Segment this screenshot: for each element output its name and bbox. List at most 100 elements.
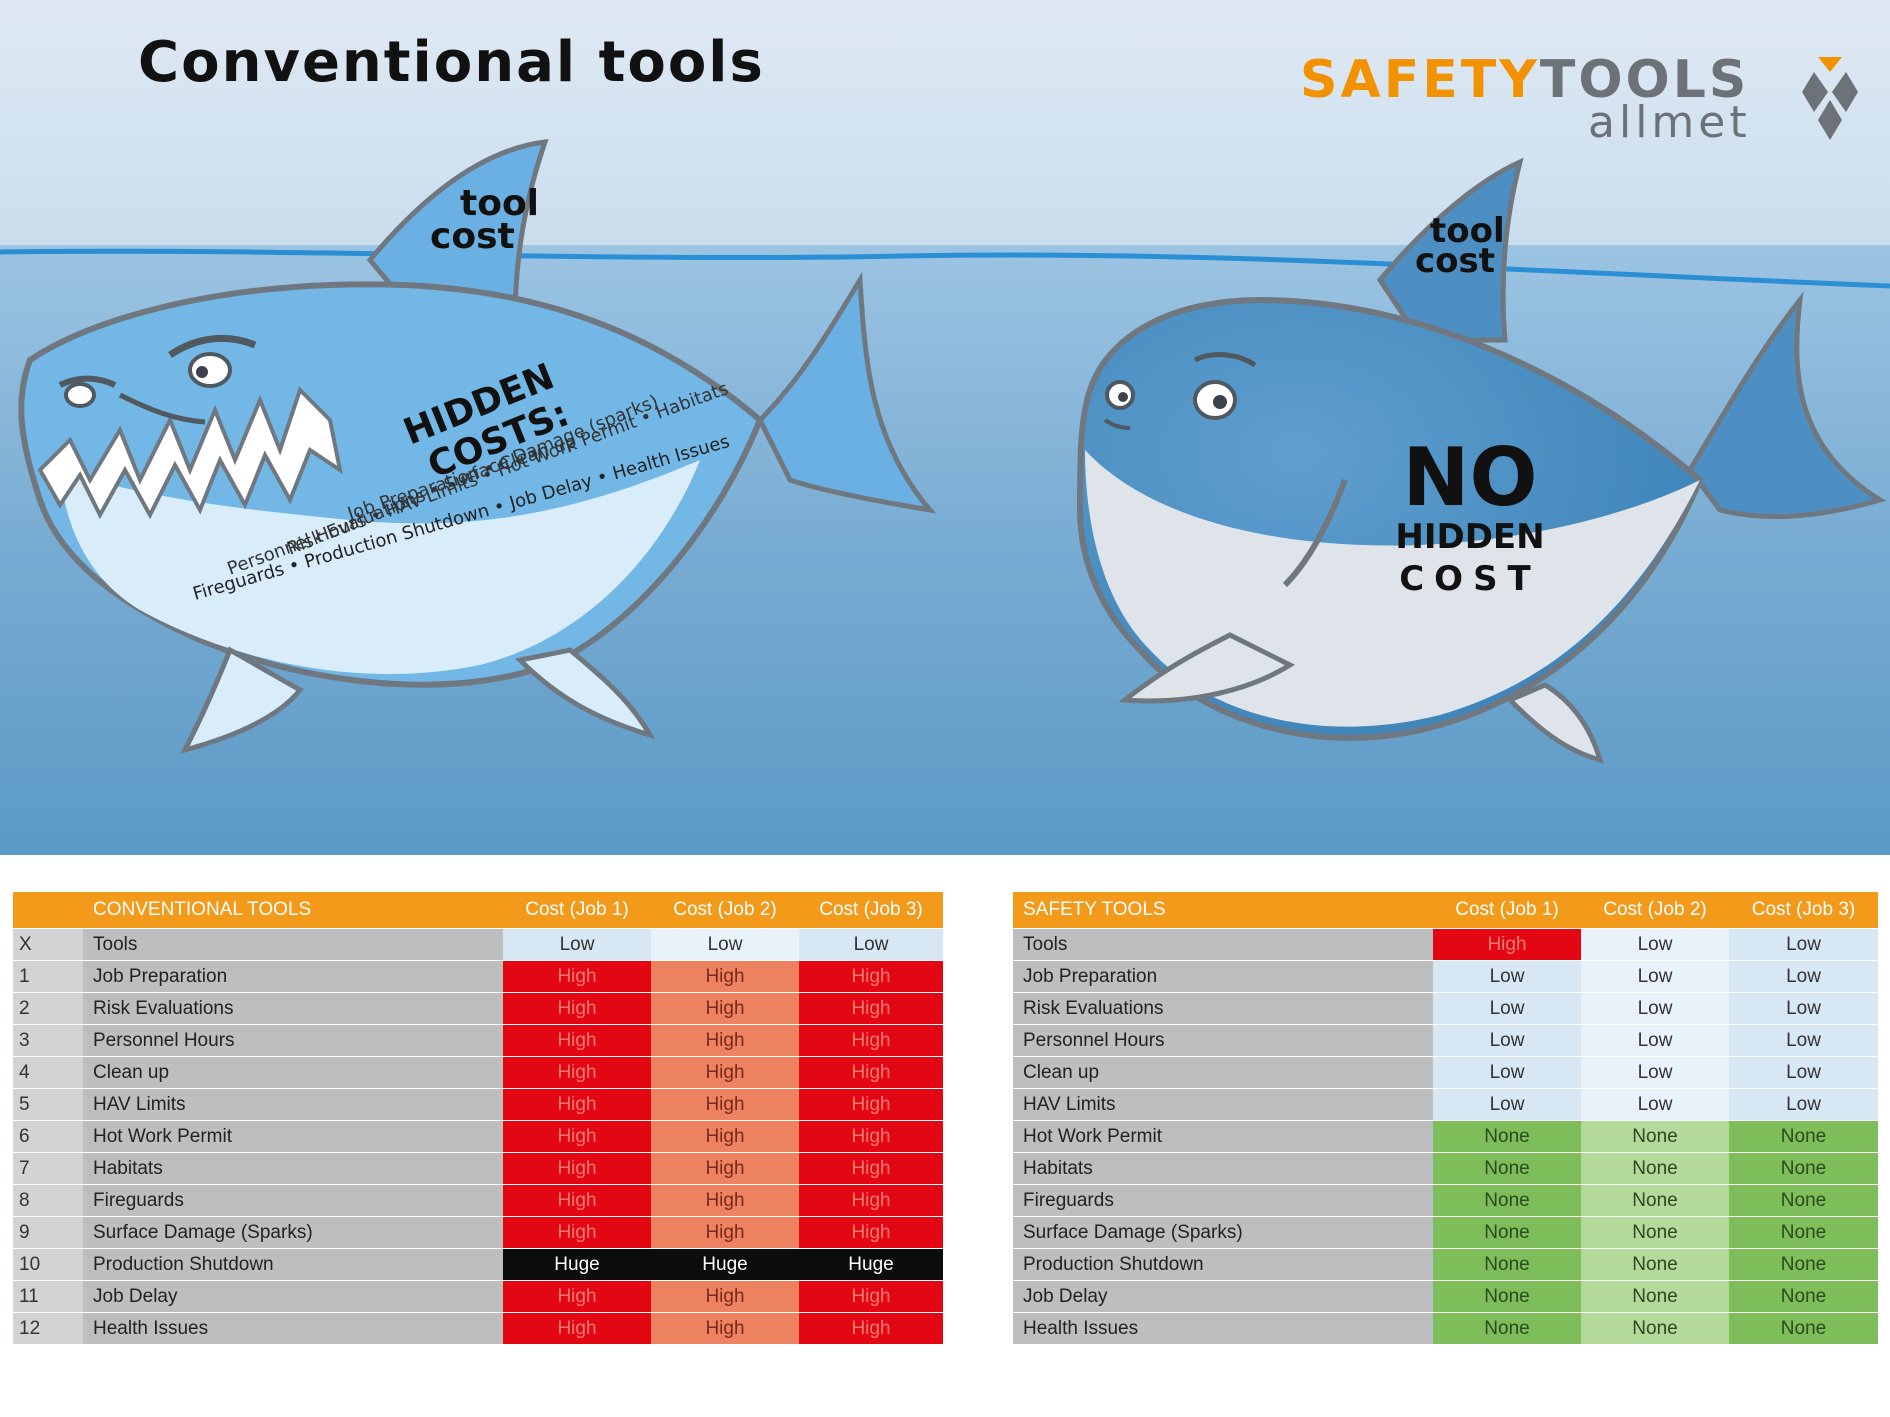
ocean-illustration: tool cost HIDDEN COSTS: Job Preparation … (0, 0, 1890, 855)
table-row: 4 Clean up High High High (13, 1056, 943, 1089)
table-row: 8 Fireguards High High High (13, 1184, 943, 1217)
cost-cell: High (799, 1024, 943, 1057)
table-row: Job Preparation Low Low Low (1013, 960, 1878, 993)
column-header: Cost (Job 3) (799, 892, 943, 929)
cost-cell: Low (1433, 1024, 1581, 1057)
column-header: Cost (Job 3) (1729, 892, 1878, 929)
cost-cell: Huge (799, 1248, 943, 1281)
whale-fin-text-1: tool (1430, 211, 1505, 251)
row-label: Fireguards (83, 1184, 503, 1217)
row-label: Health Issues (83, 1312, 503, 1345)
row-label: Clean up (1013, 1056, 1433, 1089)
cost-cell: High (799, 1312, 943, 1345)
row-label: HAV Limits (1013, 1088, 1433, 1121)
cost-cell: High (651, 960, 799, 993)
table-row: 9 Surface Damage (Sparks) High High High (13, 1216, 943, 1249)
row-number: X (13, 928, 83, 961)
row-label: Risk Evaluations (1013, 992, 1433, 1025)
row-number: 2 (13, 992, 83, 1025)
row-number: 7 (13, 1152, 83, 1185)
cost-cell: Low (1433, 960, 1581, 993)
row-number: 4 (13, 1056, 83, 1089)
row-number: 11 (13, 1280, 83, 1313)
cost-cell: Low (1729, 1024, 1878, 1057)
cost-cell: Low (1729, 1056, 1878, 1089)
cost-cell: None (1433, 1120, 1581, 1153)
table-row: 12 Health Issues High High High (13, 1312, 943, 1345)
cost-cell: High (503, 1120, 651, 1153)
column-header: Cost (Job 2) (651, 892, 799, 929)
table-row: 10 Production Shutdown Huge Huge Huge (13, 1248, 943, 1281)
row-label: Job Preparation (83, 960, 503, 993)
cost-cell: None (1729, 1312, 1878, 1345)
cost-cell: High (799, 1184, 943, 1217)
cost-cell: None (1729, 1248, 1878, 1281)
cost-cell: High (651, 992, 799, 1025)
cost-cell: High (503, 1216, 651, 1249)
cost-cell: Low (1729, 960, 1878, 993)
table-row: 7 Habitats High High High (13, 1152, 943, 1185)
row-label: Hot Work Permit (1013, 1120, 1433, 1153)
cost-cell: None (1581, 1152, 1729, 1185)
cost-cell: None (1433, 1216, 1581, 1249)
table-row: 5 HAV Limits High High High (13, 1088, 943, 1121)
whale (1076, 157, 1887, 764)
cost-cell: High (1433, 928, 1581, 961)
row-number: 3 (13, 1024, 83, 1057)
cost-cell: High (651, 1024, 799, 1057)
cost-cell: Huge (651, 1248, 799, 1281)
safetytools-logo: SAFETYTOOLS allmet (1300, 50, 1860, 150)
column-header: Cost (Job 1) (503, 892, 651, 929)
cost-cell: Low (1433, 1056, 1581, 1089)
cost-cell: None (1581, 1216, 1729, 1249)
cost-cell: High (503, 1312, 651, 1345)
row-label: Fireguards (1013, 1184, 1433, 1217)
row-label: Health Issues (1013, 1312, 1433, 1345)
cost-cell: High (503, 960, 651, 993)
row-number: 5 (13, 1088, 83, 1121)
cost-cell: None (1581, 1248, 1729, 1281)
logo-brand-b: TOOLS (1539, 50, 1750, 110)
cost-cell: None (1433, 1184, 1581, 1217)
table-row: Health Issues None None None (1013, 1312, 1878, 1345)
cost-cell: High (651, 1088, 799, 1121)
whale-fin-text-2: cost (1415, 241, 1495, 281)
cost-cell: None (1581, 1280, 1729, 1313)
cost-cell: None (1581, 1184, 1729, 1217)
table-row: Production Shutdown None None None (1013, 1248, 1878, 1281)
row-label: Production Shutdown (1013, 1248, 1433, 1281)
cost-cell: None (1433, 1312, 1581, 1345)
table-header-row: CONVENTIONAL TOOLS Cost (Job 1) Cost (Jo… (13, 892, 943, 929)
shark-fin-text-1: tool (460, 183, 539, 224)
table-row: Habitats None None None (1013, 1152, 1878, 1185)
cost-cell: None (1729, 1152, 1878, 1185)
sky (0, 0, 1890, 260)
waterline (0, 248, 1890, 289)
row-label: Hot Work Permit (83, 1120, 503, 1153)
shark (18, 139, 937, 754)
row-number: 12 (13, 1312, 83, 1345)
table-row: X Tools Low Low Low (13, 928, 943, 961)
cost-cell: Huge (503, 1248, 651, 1281)
cost-cell: High (799, 1088, 943, 1121)
table-row: 3 Personnel Hours High High High (13, 1024, 943, 1057)
cost-cell: None (1729, 1280, 1878, 1313)
cost-cell: Low (1581, 1056, 1729, 1089)
whale-label-no: NO (1403, 431, 1538, 524)
whale-label-cost: COST (1399, 559, 1541, 599)
cost-cell: High (503, 992, 651, 1025)
table-row: Risk Evaluations Low Low Low (1013, 992, 1878, 1025)
svg-text:tool cost: tool cost (1415, 211, 1516, 281)
cost-cell: None (1729, 1120, 1878, 1153)
safety-table-title: SAFETY TOOLS (1013, 892, 1433, 929)
safety-tools-table: SAFETY TOOLS Cost (Job 1) Cost (Job 2) C… (1013, 892, 1878, 1345)
cost-cell: High (651, 1312, 799, 1345)
row-label: Job Preparation (1013, 960, 1433, 993)
row-label: Habitats (83, 1152, 503, 1185)
cost-cell: None (1433, 1152, 1581, 1185)
table-row: 2 Risk Evaluations High High High (13, 992, 943, 1025)
cost-cell: Low (799, 928, 943, 961)
table-row: Clean up Low Low Low (1013, 1056, 1878, 1089)
whale-label-hidden: HIDDEN (1395, 517, 1544, 557)
table-header-row: SAFETY TOOLS Cost (Job 1) Cost (Job 2) C… (1013, 892, 1878, 929)
